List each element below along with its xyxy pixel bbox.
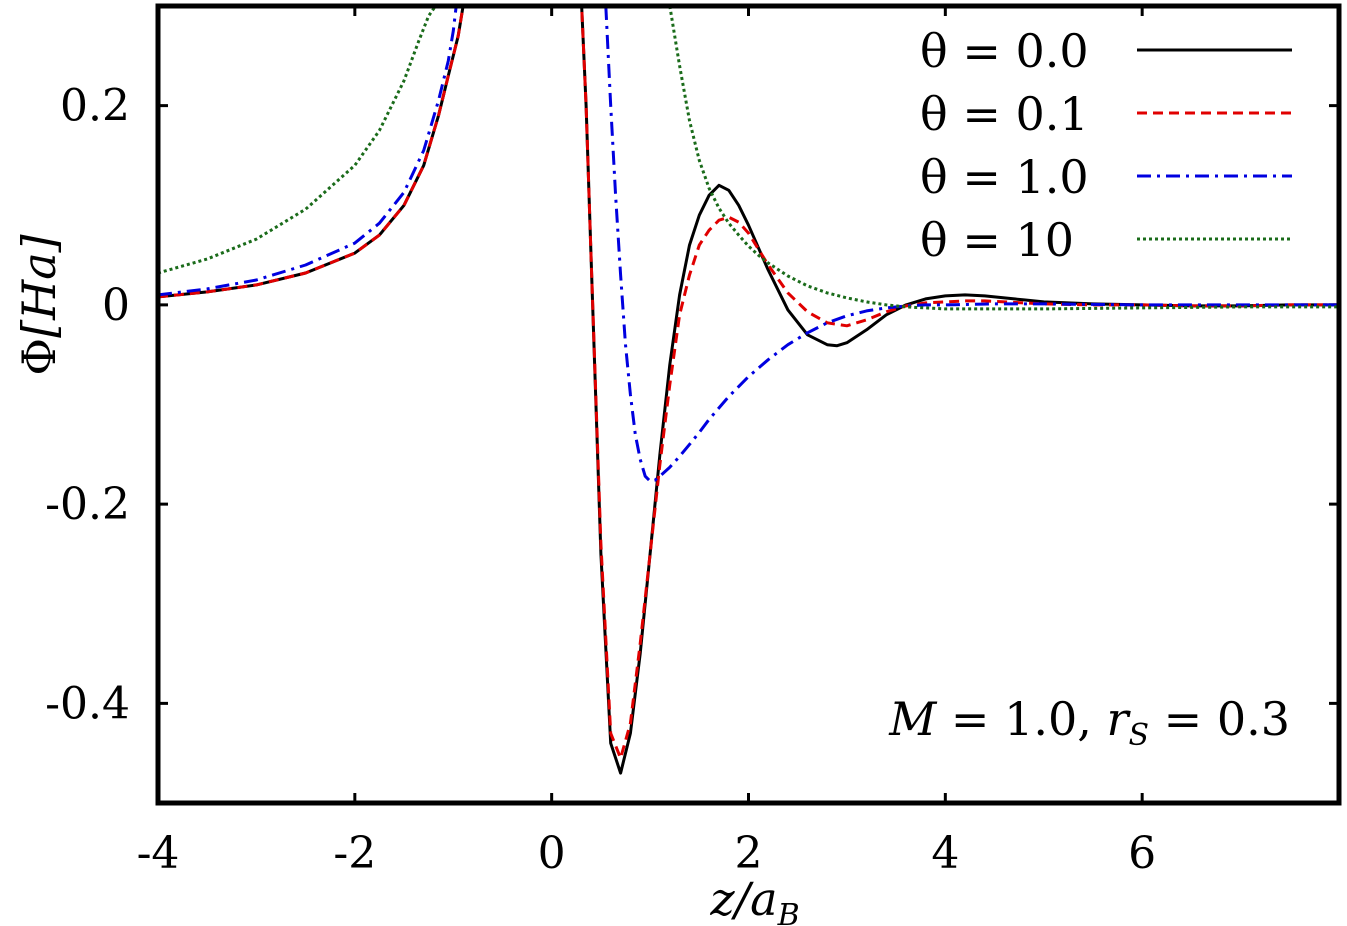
y-tick-label: -0.4 (45, 678, 130, 729)
x-axis-label: z/aB (709, 872, 799, 926)
y-tick-label: 0.2 (60, 81, 130, 132)
axis-ticks (156, 6, 1339, 803)
y-axis-label: Φ[Ha] (12, 234, 66, 375)
annotation-text: M = 1.0, rS = 0.3 (888, 692, 1290, 753)
legend-label: θ = 1.0 (920, 150, 1089, 204)
series-line (158, 6, 1339, 311)
y-tick-label: 0 (102, 280, 130, 331)
legend-label: θ = 0.1 (920, 87, 1089, 141)
tick-labels: -4 -2 0 2 4 6 -0.4 -0.2 0 0.2 (45, 81, 1156, 879)
x-tick-label: 2 (735, 828, 763, 879)
x-tick-label: -2 (333, 828, 376, 879)
series-lines (158, 6, 1339, 775)
legend: θ = 0.0 θ = 0.1 θ = 1.0 θ = 10 (920, 24, 1292, 267)
x-tick-label: 4 (931, 828, 959, 879)
legend-label: θ = 10 (920, 213, 1074, 267)
legend-label: θ = 0.0 (920, 24, 1089, 78)
x-tick-label: -4 (137, 828, 180, 879)
y-tick-label: -0.2 (45, 479, 130, 530)
series-line (158, 6, 1339, 483)
x-tick-label: 0 (538, 828, 566, 879)
series-line (158, 6, 1339, 775)
x-tick-label: 6 (1128, 828, 1156, 879)
plot-frame (155, 3, 1342, 806)
